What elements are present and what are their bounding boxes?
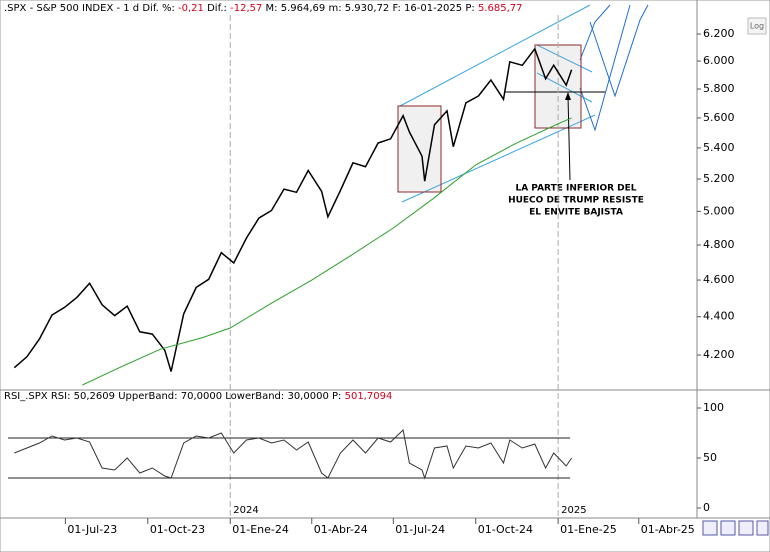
info-value: 5.964,69 xyxy=(281,3,326,14)
y-tick-label: 6.000 xyxy=(703,54,735,67)
tool-button[interactable] xyxy=(720,520,736,536)
y-tick-label: 4.600 xyxy=(703,273,735,286)
info-label: m: xyxy=(328,3,341,14)
tool-button[interactable] xyxy=(756,520,769,536)
channel-line xyxy=(401,114,596,203)
info-label: UpperBand: xyxy=(118,391,177,402)
header-title: RSI_.SPX xyxy=(4,391,48,402)
y-tick-label: 5.400 xyxy=(703,141,735,154)
info-value: 5.685,77 xyxy=(478,3,523,14)
info-label: Dif.: xyxy=(207,3,227,14)
series-line xyxy=(13,47,573,372)
annotation-line: LA PARTE INFERIOR DEL xyxy=(515,184,636,194)
y-tick-label: 5.600 xyxy=(703,111,735,124)
info-label: P: xyxy=(465,3,474,14)
info-label: LowerBand: xyxy=(225,391,284,402)
y-tick-label: 4.200 xyxy=(703,348,735,361)
channel-line xyxy=(536,44,593,73)
y-tick-label: 4.800 xyxy=(703,238,735,251)
year-label: 2025 xyxy=(561,505,586,516)
arrow xyxy=(567,95,571,181)
info-value: -0,21 xyxy=(178,3,204,14)
info-value: 5.930,72 xyxy=(345,3,390,14)
y-tick-label: 5.200 xyxy=(703,172,735,185)
projection xyxy=(589,4,649,98)
header: .SPX - S&P 500 INDEX - 1 d Dif. %: -0,21… xyxy=(4,3,522,14)
info-label: F: xyxy=(392,3,400,14)
log-button-label[interactable]: Log xyxy=(750,22,764,31)
x-tick-label: 01-Jul-23 xyxy=(67,523,117,536)
arrow-head xyxy=(565,92,571,100)
info-label: P: xyxy=(332,391,341,402)
series-line xyxy=(14,429,573,480)
series-line xyxy=(82,117,572,386)
annotation-line: EL ENVITE BAJISTA xyxy=(529,208,623,218)
channel-line xyxy=(399,4,591,107)
x-tick-label: 01-Jul-24 xyxy=(395,523,445,536)
x-tick-label: 01-Abr-24 xyxy=(314,523,368,536)
info-label: M: xyxy=(266,3,278,14)
projection xyxy=(579,4,631,132)
info-value: 501,7094 xyxy=(345,391,393,402)
log-button[interactable] xyxy=(747,17,767,35)
y-tick-label: 100 xyxy=(703,401,724,414)
info-value: 16-01-2025 xyxy=(404,3,462,14)
info-value: 70,0000 xyxy=(181,391,222,402)
x-tick-label: 01-Abr-25 xyxy=(641,523,695,536)
info-value: -12,57 xyxy=(230,3,262,14)
y-tick-label: 5.000 xyxy=(703,204,735,217)
info-label: RSI: xyxy=(51,391,71,402)
annotation: LA PARTE INFERIOR DEL HUECO DE TRUMP RES… xyxy=(508,184,644,218)
y-tick-label: 50 xyxy=(703,451,717,464)
x-tick-label: 01-Ene-24 xyxy=(232,523,289,536)
y-tick-label: 5.800 xyxy=(703,82,735,95)
x-tick-label: 01-Oct-23 xyxy=(150,523,205,536)
year-label: 2024 xyxy=(233,505,258,516)
x-tick-label: 01-Oct-24 xyxy=(478,523,533,536)
tool-button[interactable] xyxy=(702,520,718,536)
info-value: 50,2609 xyxy=(74,391,115,402)
header: RSI_.SPX RSI: 50,2609 UpperBand: 70,0000… xyxy=(4,391,392,402)
info-value: 30,0000 xyxy=(287,391,328,402)
tool-button[interactable] xyxy=(738,520,754,536)
y-tick-label: 0 xyxy=(703,501,710,514)
info-label: Dif. %: xyxy=(142,3,175,14)
projection xyxy=(579,4,611,61)
header-title: .SPX - S&P 500 INDEX - 1 d xyxy=(4,3,139,14)
y-tick-label: 4.400 xyxy=(703,310,735,323)
y-tick-label: 6.200 xyxy=(703,27,735,40)
annotation-line: HUECO DE TRUMP RESISTE xyxy=(508,196,644,206)
x-tick-label: 01-Ene-25 xyxy=(560,523,617,536)
